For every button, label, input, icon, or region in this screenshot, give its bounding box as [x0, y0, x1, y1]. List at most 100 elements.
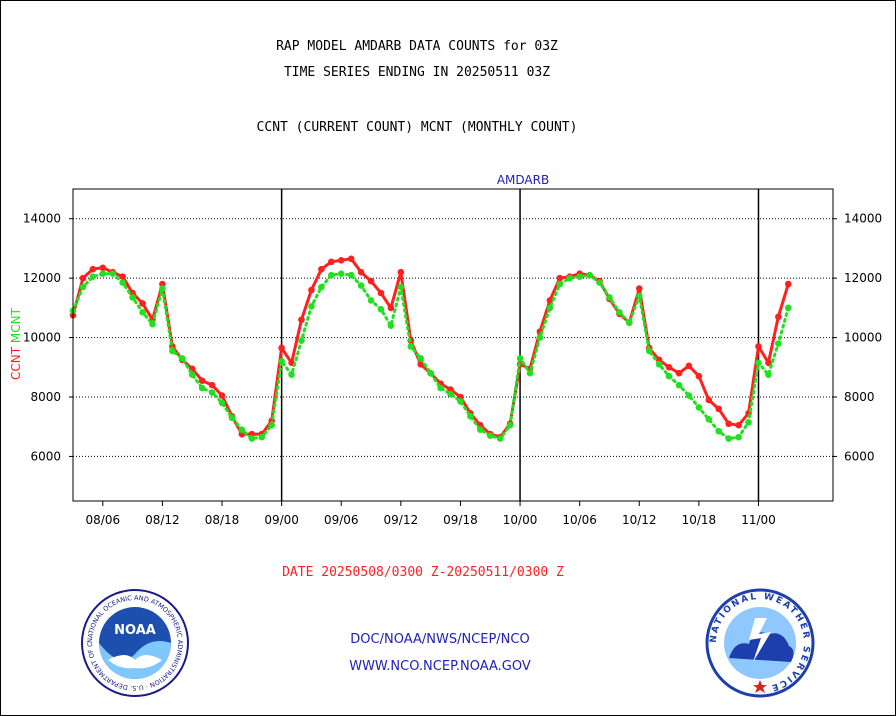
- data-point-mcnt: [248, 435, 256, 442]
- data-point-mcnt: [377, 306, 385, 313]
- x-tick-label: 10/12: [622, 513, 657, 527]
- data-point-mcnt: [467, 413, 474, 420]
- data-point-mcnt: [308, 303, 315, 310]
- x-tick-label: 09/06: [324, 513, 359, 527]
- data-point-mcnt: [447, 390, 454, 398]
- data-point-mcnt: [526, 369, 534, 377]
- plot-border: [72, 188, 834, 502]
- data-point-mcnt: [208, 389, 216, 396]
- data-point-ccnt: [755, 343, 762, 350]
- data-point-mcnt: [457, 398, 464, 405]
- data-point-mcnt: [486, 432, 494, 439]
- y-axis-label-mcnt: MCNT: [9, 307, 23, 347]
- data-point-ccnt: [79, 274, 87, 282]
- data-point-mcnt: [735, 433, 742, 441]
- data-point-mcnt: [715, 427, 723, 435]
- data-point-mcnt: [496, 435, 504, 442]
- y-tick-label-right: 10000: [844, 331, 882, 345]
- x-tick-label: 11/00: [741, 513, 776, 527]
- x-tick-label: 09/00: [264, 513, 299, 527]
- data-point-mcnt: [606, 294, 613, 301]
- data-point-ccnt: [665, 363, 673, 371]
- data-point-mcnt: [536, 334, 544, 341]
- chart-title-line2: TIME SERIES ENDING IN 20250511 03Z: [283, 65, 551, 80]
- chart-title-line1: RAP MODEL AMDARB DATA COUNTS for 03Z: [276, 39, 558, 54]
- data-point-ccnt: [784, 280, 792, 288]
- data-point-ccnt: [387, 304, 395, 312]
- data-point-ccnt: [725, 420, 732, 428]
- data-point-mcnt: [685, 392, 693, 399]
- data-point-ccnt: [556, 274, 564, 282]
- data-point-mcnt: [516, 355, 524, 362]
- data-point-ccnt: [327, 258, 335, 266]
- data-point-mcnt: [119, 279, 126, 286]
- data-point-mcnt: [586, 271, 593, 279]
- data-point-mcnt: [278, 358, 285, 365]
- data-point-mcnt: [745, 418, 752, 426]
- data-point-ccnt: [685, 362, 693, 370]
- data-point-mcnt: [616, 309, 623, 316]
- data-point-mcnt: [357, 282, 365, 289]
- data-point-mcnt: [635, 292, 643, 300]
- svg-text:NOAA: NOAA: [114, 623, 156, 638]
- footer-link-nco-path[interactable]: DOC/NOAA/NWS/NCEP/NCO: [350, 632, 530, 647]
- y-axis-label-ccnt: CCNT: [9, 346, 23, 380]
- y-tick-label-left: 6000: [30, 449, 61, 463]
- data-point-ccnt: [546, 297, 554, 304]
- data-point-mcnt: [645, 347, 653, 355]
- data-point-mcnt: [407, 343, 415, 350]
- data-point-mcnt: [397, 283, 405, 291]
- data-point-mcnt: [695, 404, 703, 411]
- data-point-ccnt: [357, 268, 365, 276]
- data-point-mcnt: [546, 304, 554, 312]
- data-point-ccnt: [308, 286, 315, 294]
- data-point-mcnt: [775, 340, 782, 347]
- x-tick-label: 10/06: [562, 513, 597, 527]
- data-point-ccnt: [397, 268, 405, 276]
- y-axis-label: CCNT MCNT: [9, 307, 23, 380]
- data-point-ccnt: [765, 359, 772, 367]
- y-tick-label-left: 8000: [30, 390, 61, 404]
- data-point-mcnt: [556, 280, 564, 288]
- data-point-mcnt: [725, 435, 732, 442]
- data-point-mcnt: [705, 415, 713, 423]
- data-point-mcnt: [258, 433, 266, 441]
- data-point-mcnt: [626, 319, 633, 327]
- data-point-mcnt: [347, 271, 355, 279]
- data-point-ccnt: [417, 361, 424, 368]
- data-point-mcnt: [367, 297, 375, 304]
- plot-title: AMDARB: [497, 173, 549, 187]
- y-tick-label-right: 8000: [844, 390, 875, 404]
- data-point-mcnt: [169, 347, 176, 355]
- data-point-mcnt: [665, 372, 673, 380]
- data-point-ccnt: [119, 273, 126, 280]
- data-point-mcnt: [298, 337, 305, 344]
- data-point-mcnt: [427, 369, 434, 377]
- data-point-ccnt: [99, 264, 107, 272]
- data-point-mcnt: [159, 285, 166, 292]
- data-point-mcnt: [327, 271, 335, 279]
- data-point-mcnt: [506, 421, 514, 429]
- data-point-ccnt: [337, 257, 345, 264]
- data-point-mcnt: [228, 414, 236, 422]
- x-tick-label: 08/06: [86, 513, 121, 527]
- chart-subtitle: CCNT (CURRENT COUNT) MCNT (MONTHLY COUNT…: [256, 120, 578, 135]
- x-tick-label: 08/18: [205, 513, 240, 527]
- y-tick-label-right: 12000: [844, 271, 882, 285]
- y-tick-label-right: 14000: [844, 212, 882, 226]
- data-point-mcnt: [784, 304, 792, 312]
- data-point-mcnt: [477, 426, 484, 433]
- data-point-ccnt: [347, 255, 355, 263]
- series-line-ccnt: [71, 257, 790, 439]
- data-point-mcnt: [755, 359, 762, 367]
- footer-link-website[interactable]: WWW.NCO.NCEP.NOAA.GOV: [349, 659, 531, 674]
- data-point-mcnt: [109, 270, 117, 277]
- data-point-ccnt: [298, 316, 305, 324]
- data-point-ccnt: [735, 421, 742, 429]
- data-point-mcnt: [218, 399, 226, 407]
- x-tick-label: 09/18: [443, 513, 478, 527]
- y-tick-label-right: 6000: [844, 449, 875, 463]
- data-point-mcnt: [268, 421, 275, 429]
- data-point-ccnt: [377, 289, 385, 297]
